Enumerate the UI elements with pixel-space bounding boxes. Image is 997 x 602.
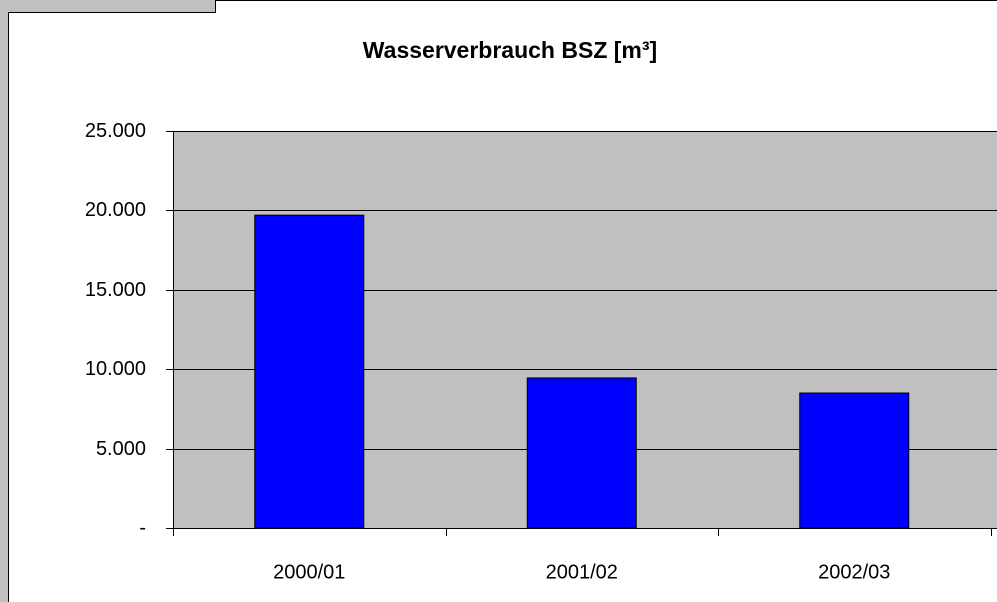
bar — [799, 392, 910, 529]
x-tick-label: 2001/02 — [546, 561, 618, 583]
chart-title: Wasserverbrauch BSZ [m³] — [363, 37, 657, 63]
y-tick-label: 5.000 — [96, 438, 146, 460]
x-tick-label: 2000/01 — [273, 561, 345, 583]
y-tick-label: - — [139, 517, 146, 539]
y-tick-label: 20.000 — [85, 199, 146, 221]
bar — [254, 214, 365, 529]
x-tick-label: 2002/03 — [818, 561, 890, 583]
y-tick-label: 25.000 — [85, 120, 146, 142]
y-tick-label: 10.000 — [85, 358, 146, 380]
y-tick-label: 15.000 — [85, 279, 146, 301]
bar — [526, 377, 637, 529]
chart-area-top — [215, 0, 997, 15]
